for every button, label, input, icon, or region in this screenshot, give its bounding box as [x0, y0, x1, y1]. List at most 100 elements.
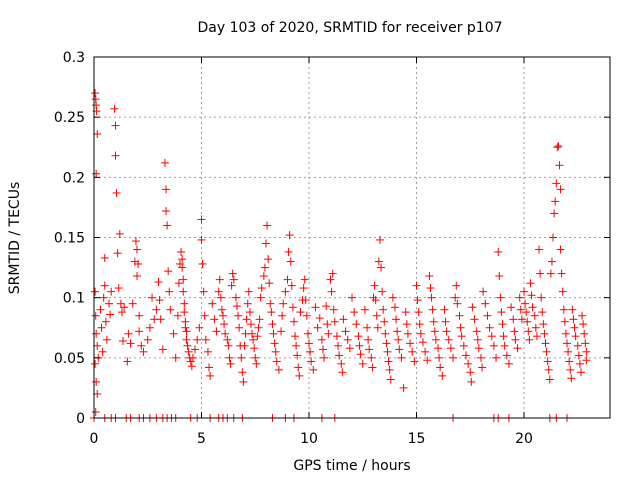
data-point [555, 161, 564, 170]
data-point [492, 353, 501, 362]
data-point [428, 305, 437, 314]
data-point [131, 237, 140, 246]
data-point [549, 233, 558, 242]
data-point [545, 375, 554, 384]
data-point [91, 311, 100, 320]
data-point [227, 281, 236, 290]
data-point [472, 327, 481, 336]
data-point [263, 221, 272, 230]
data-point [449, 353, 458, 362]
data-point [478, 363, 487, 372]
data-point [542, 347, 551, 356]
data-point [158, 345, 167, 354]
data-point [309, 365, 318, 374]
data-point [215, 275, 224, 284]
data-point [335, 351, 344, 360]
data-point [294, 363, 303, 372]
data-point [180, 308, 189, 317]
data-point [124, 329, 133, 338]
data-point [354, 332, 363, 341]
data-point [473, 335, 482, 344]
data-point [137, 341, 146, 350]
data-point [155, 296, 164, 305]
data-point [384, 357, 393, 366]
data-point [169, 329, 178, 338]
data-point [538, 308, 547, 317]
data-point [238, 368, 247, 377]
data-point [253, 332, 262, 341]
data-point [329, 305, 338, 314]
data-point [456, 323, 465, 332]
data-point [152, 305, 161, 314]
data-point [134, 259, 143, 268]
data-point [487, 332, 496, 341]
data-point [570, 323, 579, 332]
data-point [563, 339, 571, 348]
data-point [339, 315, 348, 324]
data-point [436, 363, 445, 372]
data-point [574, 351, 583, 360]
data-point [256, 293, 265, 302]
data-point [558, 287, 567, 296]
data-point [416, 329, 425, 338]
data-point [499, 332, 508, 341]
data-point [426, 284, 435, 293]
data-point [525, 335, 534, 344]
data-point [521, 299, 530, 308]
data-point [337, 359, 346, 368]
data-point [569, 315, 578, 324]
data-point [421, 347, 430, 356]
data-point [328, 269, 337, 278]
data-point [177, 247, 186, 256]
data-point [567, 374, 576, 383]
data-point [544, 365, 553, 374]
data-points [90, 89, 591, 422]
data-point [246, 320, 255, 329]
data-point [452, 281, 461, 290]
data-point [502, 351, 511, 360]
data-point [393, 327, 402, 336]
data-point [274, 365, 283, 374]
data-point [477, 353, 485, 362]
data-point [399, 383, 408, 392]
data-point [358, 359, 367, 368]
data-point [317, 335, 326, 344]
data-point [441, 317, 450, 326]
data-point [255, 315, 264, 324]
data-point [397, 353, 406, 362]
data-point [228, 269, 237, 278]
data-point [199, 287, 208, 296]
data-point [284, 247, 293, 256]
data-point [522, 308, 531, 317]
data-point [509, 315, 518, 324]
data-point [254, 323, 263, 332]
data-point [528, 303, 537, 312]
data-point [381, 329, 390, 338]
data-point [412, 281, 421, 290]
data-point [234, 311, 243, 320]
data-point [510, 327, 519, 336]
data-point [568, 305, 577, 314]
data-point [403, 329, 412, 338]
data-point [270, 339, 279, 348]
data-point [365, 345, 374, 354]
data-point [579, 320, 588, 329]
data-point [429, 317, 438, 326]
data-point [372, 311, 381, 320]
data-point [379, 305, 388, 314]
data-point [546, 269, 555, 278]
data-point [224, 341, 233, 350]
data-point [174, 279, 183, 288]
data-point [186, 357, 195, 366]
data-point [453, 299, 462, 308]
data-point [556, 245, 565, 254]
data-point [474, 344, 483, 353]
data-point [565, 357, 574, 366]
data-point [176, 259, 184, 268]
data-point [320, 353, 329, 362]
data-point [401, 308, 410, 317]
data-point [223, 335, 232, 344]
data-point [179, 287, 188, 296]
data-point [114, 284, 123, 293]
data-point [560, 317, 569, 326]
